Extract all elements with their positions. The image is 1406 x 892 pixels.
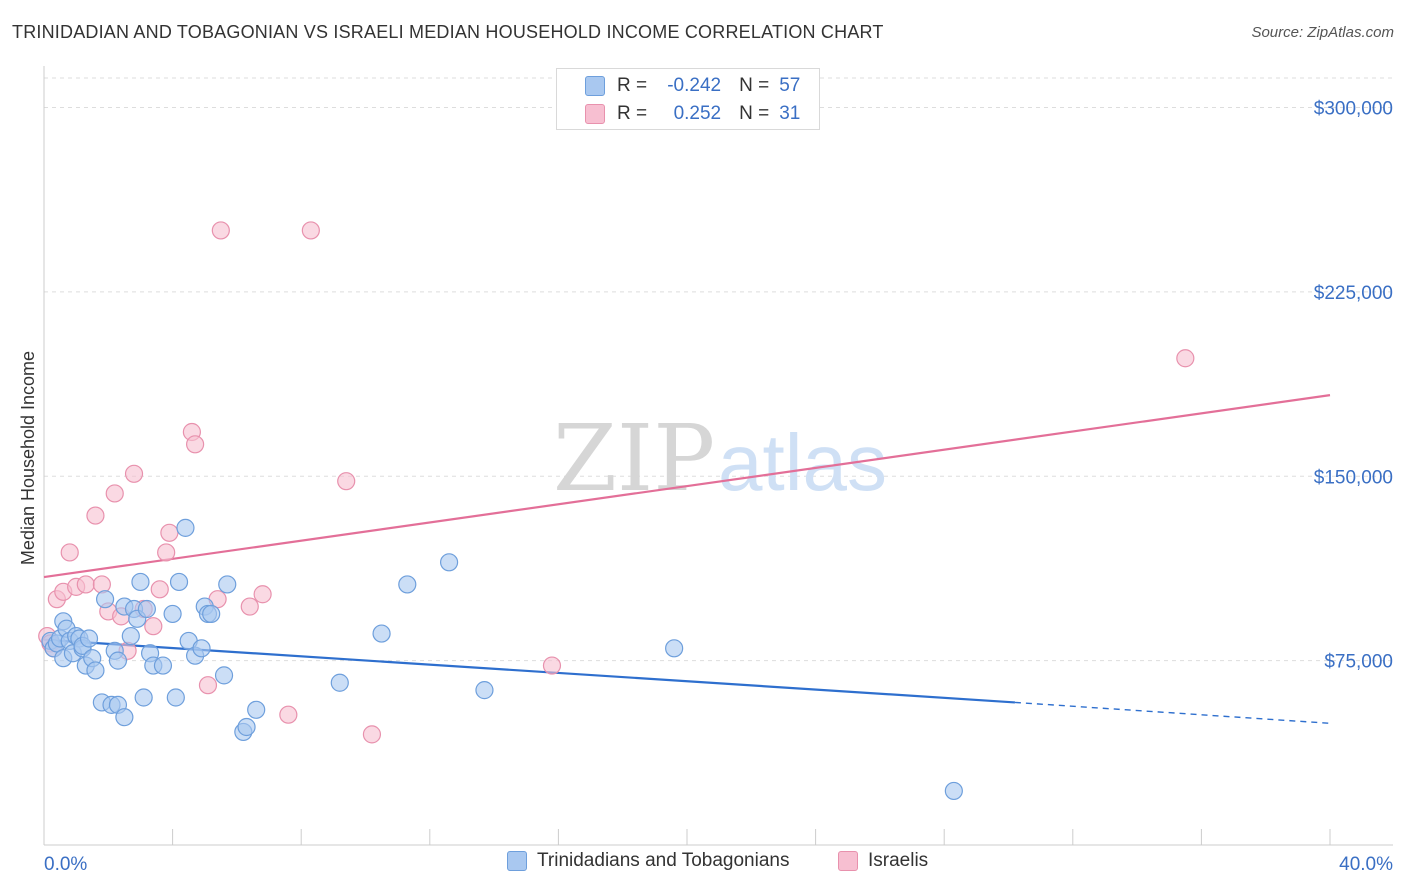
point-trinidadian[interactable] [79,629,99,648]
legend-n-label: N = [739,103,770,124]
legend-swatch-pink [838,851,858,871]
point-israeli[interactable] [105,484,124,503]
point-trinidadian[interactable] [330,673,349,692]
point-israeli[interactable] [211,221,230,240]
point-israeli[interactable] [60,543,79,562]
legend-item-trinidadians[interactable]: Trinidadians and Tobagonians [507,850,789,872]
point-trinidadian[interactable] [121,626,140,646]
legend-row-trinidadian: R = -0.242 N = 57 [585,73,800,99]
legend-n-label: N = [739,75,770,96]
legend-r-value: 0.252 [673,103,722,124]
x-tick-label-max: 40.0% [1339,854,1393,875]
point-trinidadian[interactable] [218,575,237,594]
source-label: Source: ZipAtlas.com [1251,24,1394,41]
legend-swatch-pink [585,104,605,124]
point-israeli[interactable] [76,575,95,594]
data-points [38,221,1195,801]
point-trinidadian[interactable] [131,572,150,592]
point-trinidadian[interactable] [169,572,189,592]
y-axis-title: Median Household Income [18,351,38,565]
point-israeli[interactable] [144,617,163,636]
axes [43,66,1393,846]
point-israeli[interactable] [301,221,320,240]
point-trinidadian[interactable] [153,656,173,675]
legend-row-israeli: R = 0.252 N = 31 [585,101,800,127]
trend-line-trinidadians-extension [1014,701,1331,725]
watermark-atlas: atlas [718,418,887,507]
point-trinidadian[interactable] [163,604,182,624]
y-tick-label: $150,000 [1314,467,1393,488]
legend-n-value: 31 [779,103,801,124]
point-trinidadian[interactable] [665,639,684,658]
legend-label-israelis: Israelis [868,850,929,871]
point-trinidadian[interactable] [944,781,963,801]
watermark-zip: ZIP [553,405,715,512]
legend-r-label: R = [617,75,648,96]
legend-r-value: -0.242 [667,75,722,96]
point-israeli[interactable] [279,705,298,724]
correlation-legend: R = -0.242 N = 57 R = 0.252 N = 31 [556,68,820,130]
y-tick-label: $300,000 [1314,99,1393,120]
point-trinidadian[interactable] [372,624,391,643]
axis-labels: $75,000 $150,000 $225,000 $300,000 0.0% 40.0% [44,99,1393,876]
point-trinidadian[interactable] [86,661,105,680]
chart-title: TRINIDADIAN AND TOBAGONIAN VS ISRAELI ME… [12,22,884,42]
point-trinidadian[interactable] [214,666,234,685]
point-israeli[interactable] [362,725,382,744]
trend-line-israelis [43,394,1331,579]
y-tick-label: $75,000 [1324,652,1393,673]
point-trinidadian[interactable] [475,681,494,700]
x-tick-label-min: 0.0% [44,854,87,875]
point-trinidadian[interactable] [95,590,115,609]
legend-swatch-blue [585,76,605,96]
point-israeli[interactable] [86,506,105,525]
grid-lines [44,77,1393,662]
point-trinidadian[interactable] [108,651,128,670]
point-israeli[interactable] [542,656,562,675]
point-israeli[interactable] [253,585,272,604]
point-israeli[interactable] [92,575,111,594]
point-trinidadian[interactable] [398,575,417,594]
point-trinidadian[interactable] [247,700,266,719]
legend-swatch-blue [507,851,527,871]
point-israeli[interactable] [240,597,259,616]
point-trinidadian[interactable] [166,688,185,707]
watermark: ZIP atlas [553,405,887,512]
point-trinidadian[interactable] [134,688,153,707]
point-trinidadian[interactable] [202,604,221,624]
point-israeli[interactable] [124,464,144,483]
y-tick-label: $225,000 [1314,283,1393,304]
point-trinidadian[interactable] [439,553,459,572]
point-trinidadian[interactable] [176,518,195,537]
point-israeli[interactable] [150,580,169,599]
legend-r-label: R = [617,103,648,124]
point-israeli[interactable] [337,472,356,491]
point-trinidadian[interactable] [192,639,211,658]
series-legend: Trinidadians and Tobagonians Israelis [0,850,1406,878]
legend-label-trinidadians: Trinidadians and Tobagonians [537,850,790,871]
point-trinidadian[interactable] [237,717,256,737]
point-trinidadian[interactable] [115,708,134,727]
point-israeli[interactable] [198,676,218,695]
point-israeli[interactable] [1176,349,1195,368]
point-israeli[interactable] [157,543,176,562]
point-israeli[interactable] [186,435,205,454]
point-trinidadian[interactable] [137,599,156,619]
legend-item-israelis[interactable]: Israelis [838,850,928,872]
legend-n-value: 57 [779,75,801,96]
point-israeli[interactable] [160,523,179,542]
